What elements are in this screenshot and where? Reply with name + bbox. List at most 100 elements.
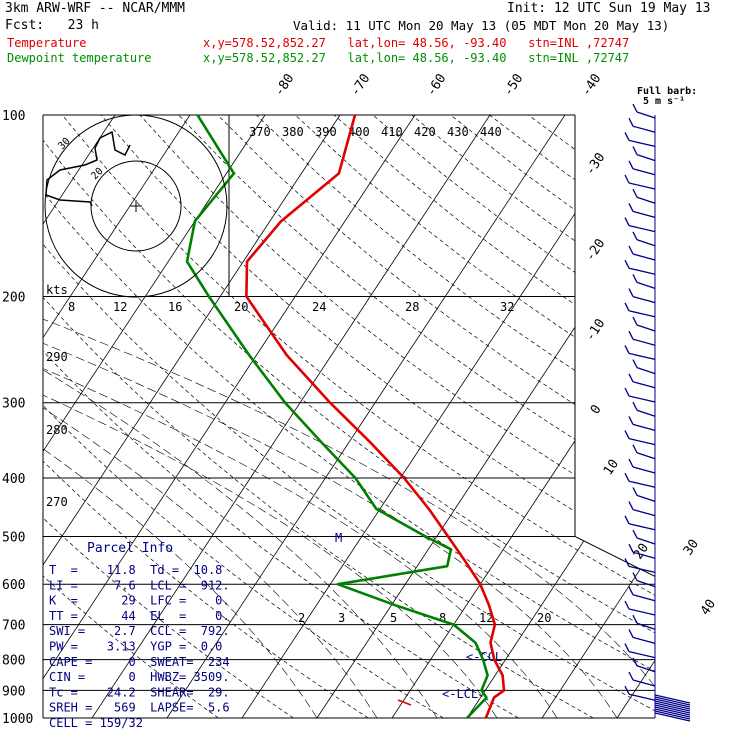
temperature-location: x,y=578.52,852.27 lat,lon= 48.56, -93.40… (203, 36, 630, 50)
dry-adiabat-line (43, 115, 294, 718)
dry-adiabat-line (372, 115, 655, 718)
isotherm-line (43, 115, 116, 718)
isotherm-label: 10 (601, 457, 622, 478)
isotherm-line (466, 115, 655, 718)
wind-barb (628, 310, 656, 318)
pressure-label: 200 (2, 291, 25, 306)
wind-barb-low (654, 696, 691, 706)
isotherm-label: 0 (588, 402, 605, 417)
hodo-ring-label: 30 (56, 136, 72, 152)
wind-barb-flag (624, 430, 630, 439)
parcel-row: K = 29 LFC = 0. (49, 594, 230, 608)
wind-barb (636, 452, 656, 460)
wind-barb (632, 210, 656, 219)
dry-adiabat-line (217, 115, 655, 718)
dry-adiabat-line (43, 115, 219, 718)
dry-adiabat-line (333, 115, 655, 718)
wind-barb-low (654, 706, 691, 716)
wind-barb (628, 437, 656, 446)
wind-barb (628, 565, 656, 574)
wind-barb (628, 395, 656, 403)
theta-label: 440 (480, 125, 502, 139)
wind-barb-flag (628, 203, 634, 212)
isotherm-line (43, 115, 416, 718)
wind-barb (632, 636, 656, 645)
isotherm-label: -50 (501, 71, 527, 99)
wind-barb (628, 650, 656, 659)
barb-key-title: Full barb: (637, 86, 697, 97)
pressure-label: 600 (2, 578, 25, 593)
isotherm-line (43, 115, 341, 718)
wind-barb-flag (628, 629, 634, 638)
wind-barb-flag (628, 586, 634, 596)
init-time: Init: 12 UTC Sun 19 May 13 (507, 1, 711, 16)
wind-barb (628, 182, 656, 190)
wind-barb-flag (632, 103, 638, 113)
wind-barb (628, 224, 656, 233)
hodo-ring-inner (90, 160, 182, 252)
mixing-ratio-label: 12 (479, 611, 493, 625)
parcel-row: Tc = 24.2 SHEAR= 29. (49, 685, 230, 699)
isotherm-label: 20 (631, 541, 652, 562)
wind-barb (628, 693, 656, 701)
isotherm-label: -10 (583, 316, 609, 344)
wind-barb (636, 494, 656, 503)
parcel-row: SWI = 2.7 CCL = 792. (49, 624, 230, 638)
dry-adiabat-line (256, 115, 655, 718)
isotherm-label: -70 (348, 71, 374, 99)
moisture-label: 16 (168, 300, 182, 314)
wind-barb (628, 352, 656, 361)
wind-barb (632, 168, 656, 176)
moisture-label: 32 (500, 300, 514, 314)
mixing-ratio-label: 3 (338, 611, 345, 625)
mixing-ratio-label: 5 (390, 611, 397, 625)
isotherm-line (241, 115, 641, 718)
isotherm-line (91, 115, 491, 718)
isotherm-line (541, 115, 655, 718)
wind-barb-low (654, 712, 691, 722)
mixing-ratio-label: 20 (537, 611, 551, 625)
model-title: 3km ARW-WRF -- NCAR/MMM (5, 1, 186, 16)
wind-barb-flag (628, 501, 634, 510)
wind-barb-flag (632, 231, 638, 241)
parcel-row: T = 11.8 Td = 10.8 (49, 563, 222, 577)
pressure-label: 400 (2, 472, 25, 487)
wind-barb-flag (632, 188, 638, 198)
wind-barb (632, 508, 656, 517)
wind-barb-low (654, 708, 691, 718)
isotherm-label: -40 (579, 71, 605, 99)
wind-barb-flag (624, 643, 630, 652)
wind-barb (636, 196, 656, 204)
wind-barb-flag (632, 316, 638, 326)
wind-barb-low (654, 698, 691, 708)
theta-label: 430 (447, 125, 469, 139)
dry-adiabat-line (43, 115, 444, 718)
barb-key-units: 5 m s⁻¹ (643, 96, 685, 107)
hodo-ring-outer (44, 114, 228, 298)
wind-barb (636, 281, 656, 290)
wind-barb (636, 153, 656, 162)
wind-barb (628, 139, 656, 148)
wind-barb-flag (628, 117, 634, 127)
wind-barb (632, 423, 656, 432)
wind-barb-flag (628, 543, 634, 553)
height-label: 270 (46, 495, 68, 509)
wind-barb-flag (632, 529, 638, 539)
wind-barb (636, 409, 656, 417)
parcel-title: Parcel Info (87, 541, 173, 556)
dry-adiabat-line (43, 115, 519, 718)
wind-barb-flag (628, 671, 634, 681)
wind-barb-flag (628, 245, 634, 255)
temperature-profile (245, 114, 506, 719)
pressure-label: 900 (2, 684, 25, 699)
parcel-row: CELL = 159/32 (49, 716, 143, 730)
pressure-label: 800 (2, 654, 25, 669)
wind-barb-flag (624, 345, 630, 354)
wind-barb-flag (632, 401, 638, 411)
hodograph-trace (45, 130, 131, 207)
parcel-row: TT = 44 EL = 0. (49, 609, 230, 623)
moisture-label: 20 (234, 300, 248, 314)
pressure-label: 700 (2, 619, 25, 634)
